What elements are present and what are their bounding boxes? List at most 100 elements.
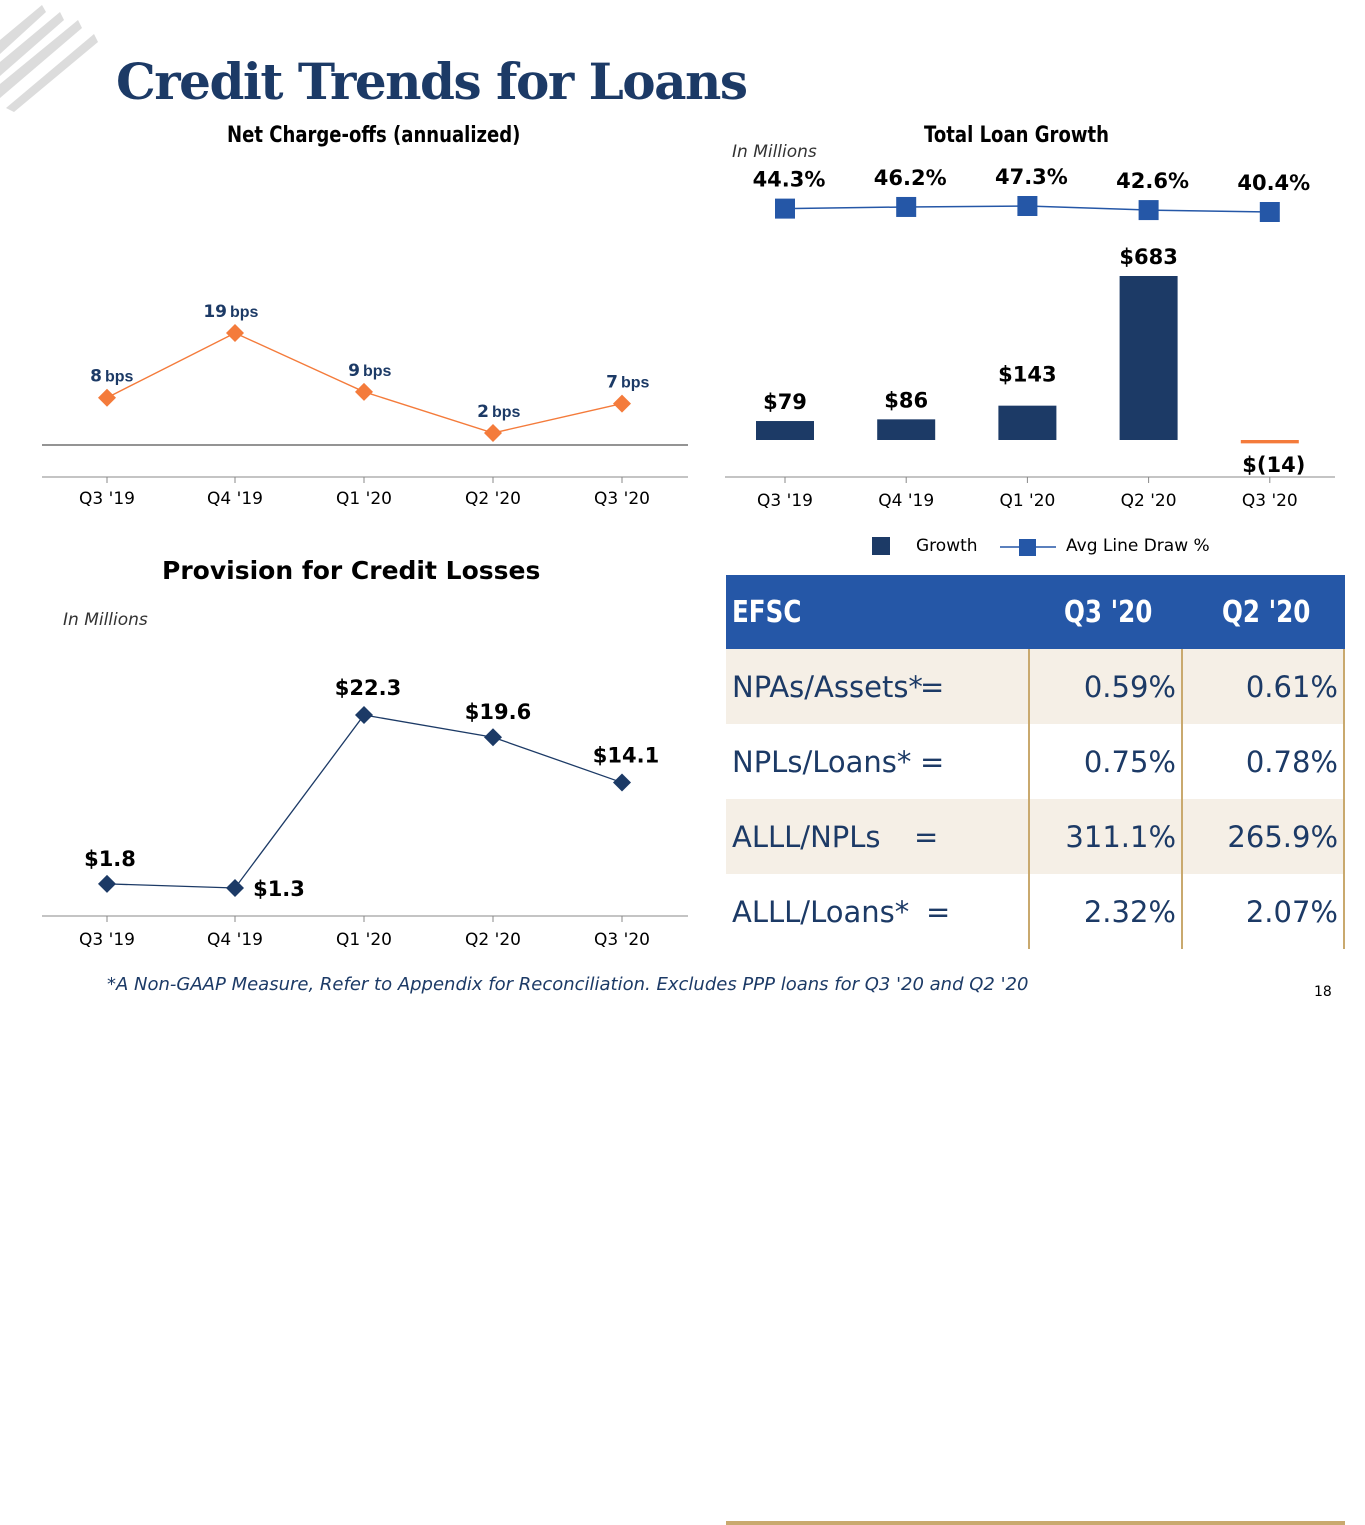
avg-line-draw-marker	[775, 198, 795, 219]
row-q2-value: 0.61%	[1245, 669, 1338, 704]
header-q3-20: Q3 '20	[1064, 594, 1153, 630]
x-tick-label: Q1 '20	[336, 489, 392, 509]
growth-data-label: $(14)	[1242, 453, 1305, 477]
table-row: NPAs/Assets* = 0.59% 0.61%	[726, 649, 1345, 724]
provision-units: In Millions	[63, 610, 148, 630]
legend-growth-swatch	[872, 537, 890, 555]
x-tick-label: Q4 '19	[207, 930, 263, 950]
x-tick-label: Q3 '20	[594, 489, 650, 509]
row-q3-value: 0.75%	[1083, 744, 1176, 779]
growth-bar	[1119, 276, 1178, 440]
row-label: NPLs/Loans*	[732, 744, 912, 779]
x-tick-label: Q2 '20	[465, 930, 521, 950]
table-row: ALLL/Loans* = 2.32% 2.07%	[726, 874, 1345, 949]
data-label-unit: bps	[105, 369, 134, 386]
data-point-marker	[484, 424, 502, 442]
data-label: 19	[203, 302, 227, 322]
row-label: NPAs/Assets*	[732, 669, 923, 704]
row-sign: =	[920, 744, 945, 779]
header-efsc: EFSC	[732, 594, 802, 630]
row-sign: =	[914, 819, 939, 854]
avg-line-draw-label: 46.2%	[874, 166, 947, 190]
growth-data-label: $79	[763, 390, 807, 414]
data-label: 7	[606, 373, 618, 393]
avg-line-draw-label: 40.4%	[1237, 171, 1310, 195]
row-q3-value: 311.1%	[1065, 819, 1176, 854]
growth-bar	[998, 405, 1057, 440]
data-point-marker	[484, 728, 502, 747]
x-tick-label: Q4 '19	[878, 491, 934, 511]
data-point-marker	[613, 394, 631, 413]
data-label-unit: bps	[621, 375, 650, 392]
provision-data-label: $19.6	[465, 700, 531, 724]
row-label: ALLL/Loans*	[732, 894, 910, 929]
table-bottom-rule	[726, 1521, 1345, 1525]
loan-growth-title: Total Loan Growth	[924, 123, 1109, 148]
net-chargeoffs-title: Net Charge-offs (annualized)	[227, 123, 521, 148]
avg-line-draw-marker	[896, 196, 917, 217]
credit-ratio-table: EFSC Q3 '20 Q2 '20 NPAs/Assets* = 0.59% …	[726, 575, 1345, 1525]
provision-data-label: $22.3	[335, 676, 401, 700]
data-point-marker	[226, 324, 244, 342]
provision-data-label: $1.8	[84, 847, 136, 871]
avg-line-draw-label: 42.6%	[1116, 169, 1189, 193]
avg-line-draw-marker	[1259, 202, 1280, 222]
company-logo	[0, 5, 98, 112]
growth-bar	[756, 421, 814, 440]
x-tick-label: Q3 '19	[79, 489, 135, 509]
row-q2-value: 2.07%	[1245, 894, 1338, 929]
table-header: EFSC Q3 '20 Q2 '20	[726, 575, 1345, 649]
data-label-unit: bps	[230, 304, 259, 321]
provision-line	[106, 714, 623, 889]
avg-line-draw-marker	[1017, 196, 1038, 216]
row-q3-value: 0.59%	[1083, 669, 1176, 704]
table-column-divider	[1343, 649, 1345, 949]
data-point-marker	[98, 874, 116, 893]
row-sign: =	[920, 669, 945, 704]
avg-line-draw-label: 47.3%	[995, 165, 1068, 189]
row-label: ALLL/NPLs	[732, 819, 881, 854]
table-column-divider	[1181, 649, 1183, 949]
row-q2-value: 265.9%	[1227, 819, 1338, 854]
loan-growth-units: In Millions	[732, 142, 817, 162]
legend-line-draw-marker	[1000, 539, 1056, 556]
data-label: 9	[348, 361, 360, 381]
data-label: 8	[90, 367, 102, 387]
data-point-marker	[98, 388, 116, 407]
net-chargeoffs-line	[106, 332, 623, 434]
x-tick-label: Q2 '20	[1121, 491, 1177, 511]
legend-line-draw-label: Avg Line Draw %	[1066, 536, 1210, 556]
data-label-unit: bps	[363, 363, 392, 380]
slide-title: Credit Trends for Loans	[116, 52, 748, 111]
data-point-marker	[613, 773, 631, 792]
legend-growth-label: Growth	[916, 536, 978, 556]
data-label-unit: bps	[492, 404, 521, 421]
x-tick-label: Q3 '19	[757, 491, 813, 511]
data-label: 2	[477, 402, 489, 422]
x-tick-label: Q3 '19	[79, 930, 135, 950]
provision-title: Provision for Credit Losses	[162, 556, 541, 585]
table-column-divider	[1028, 649, 1030, 949]
x-tick-label: Q3 '20	[594, 930, 650, 950]
provision-data-label: $14.1	[593, 744, 659, 768]
provision-chart: $1.8 Q3 '19 $1.3 Q4 '19 $22.3 Q1 '20 $19.6 Q2 '…	[42, 676, 688, 950]
x-tick-label: Q4 '19	[207, 489, 263, 509]
data-point-marker	[355, 706, 373, 724]
x-tick-label: Q2 '20	[465, 489, 521, 509]
footnote: *A Non-GAAP Measure, Refer to Appendix f…	[107, 974, 1029, 995]
header-q2-20: Q2 '20	[1222, 594, 1311, 630]
data-point-marker	[355, 382, 373, 401]
provision-data-label: $1.3	[253, 877, 305, 901]
growth-data-label: $143	[998, 363, 1056, 387]
growth-bar	[1240, 440, 1299, 444]
page-number: 18	[1314, 984, 1332, 1000]
table-row: NPLs/Loans* = 0.75% 0.78%	[726, 724, 1345, 799]
growth-data-label: $86	[884, 388, 928, 412]
x-tick-label: Q1 '20	[999, 491, 1055, 511]
avg-line-draw-label: 44.3%	[753, 168, 826, 192]
data-point-marker	[226, 879, 244, 897]
growth-data-label: $683	[1119, 245, 1177, 269]
row-sign: =	[926, 894, 951, 929]
table-row: ALLL/NPLs = 311.1% 265.9%	[726, 799, 1345, 874]
